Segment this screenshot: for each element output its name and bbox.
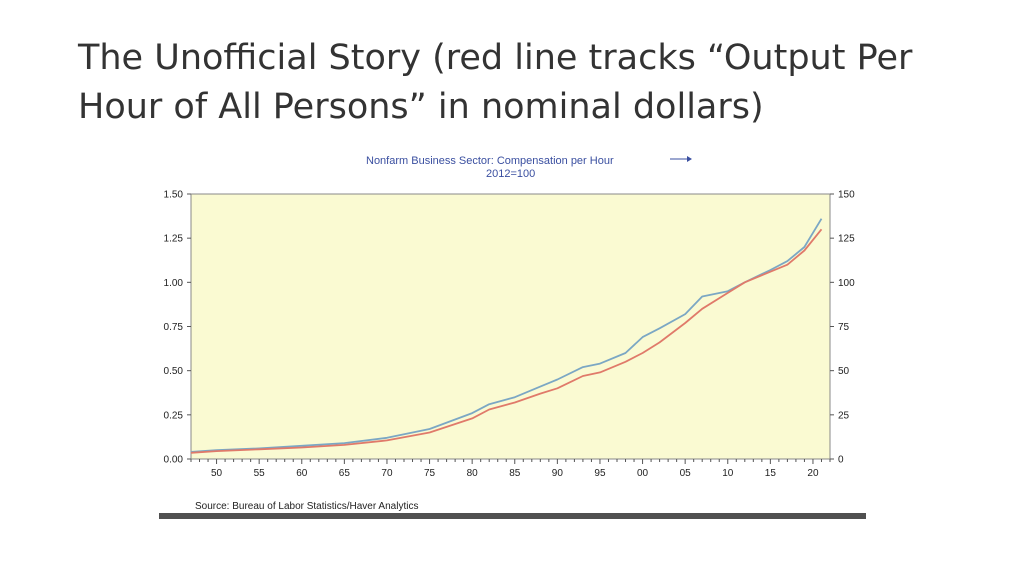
left-tick-label: 1.50: [164, 190, 184, 201]
x-tick-label: 60: [296, 468, 308, 479]
x-tick-label: 90: [552, 468, 564, 479]
x-tick-label: 55: [254, 468, 266, 479]
x-tick-label: 50: [211, 468, 223, 479]
x-tick-label: 00: [637, 468, 649, 479]
left-tick-label: 0.25: [164, 410, 184, 421]
x-tick-label: 20: [807, 468, 819, 479]
plot-area: [190, 193, 831, 460]
x-tick-label: 80: [467, 468, 479, 479]
right-tick-label: 150: [838, 190, 855, 201]
left-tick-label: 0.00: [164, 455, 184, 466]
left-tick-label: 1.25: [164, 234, 184, 245]
left-tick-label: 0.75: [164, 322, 184, 333]
bottom-rule: [159, 513, 866, 519]
line-chart: Nonfarm Business Sector: Compensation pe…: [159, 155, 866, 519]
x-tick-label: 65: [339, 468, 351, 479]
x-tick-label: 75: [424, 468, 436, 479]
left-tick-label: 0.50: [164, 366, 184, 377]
right-tick-label: 25: [838, 410, 850, 421]
x-tick-label: 10: [722, 468, 734, 479]
x-tick-label: 95: [594, 468, 606, 479]
x-tick-label: 85: [509, 468, 521, 479]
right-tick-label: 0: [838, 455, 844, 466]
right-tick-label: 75: [838, 322, 850, 333]
left-tick-label: 1.00: [164, 278, 184, 289]
source-note: Source: Bureau of Labor Statistics/Haver…: [195, 501, 418, 512]
series-sublabel: 2012=100: [486, 168, 535, 180]
right-tick-label: 50: [838, 366, 850, 377]
series-label: Nonfarm Business Sector: Compensation pe…: [366, 155, 614, 167]
slide-title: The Unofficial Story (red line tracks “O…: [78, 38, 913, 127]
x-tick-label: 05: [680, 468, 692, 479]
chart-container: Nonfarm Business Sector: Compensation pe…: [150, 150, 880, 525]
right-tick-label: 100: [838, 278, 855, 289]
x-tick-label: 15: [765, 468, 777, 479]
arrow-right-icon: [670, 156, 692, 162]
right-tick-label: 125: [838, 234, 855, 245]
x-tick-label: 70: [381, 468, 393, 479]
series-line-red: [190, 228, 823, 454]
